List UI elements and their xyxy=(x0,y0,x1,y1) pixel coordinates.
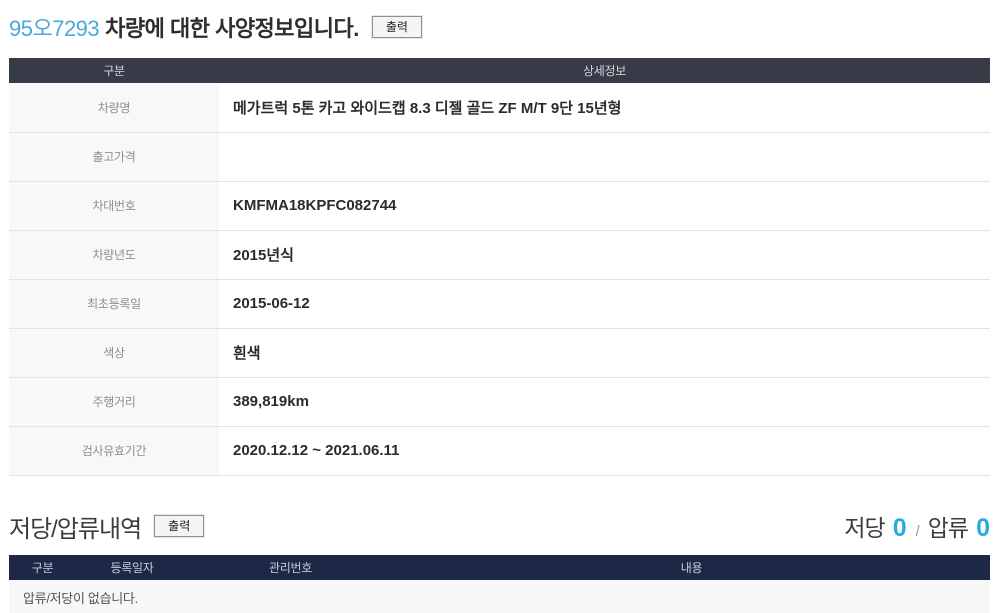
page-title-text: 차량에 대한 사양정보입니다. xyxy=(105,16,359,41)
table-row: 색상 흰색 xyxy=(9,328,990,378)
seizure-count: 0 xyxy=(976,514,990,542)
lien-header-mgmt-number: 관리번호 xyxy=(188,554,393,580)
lien-header-row: 구분 등록일자 관리번호 내용 xyxy=(9,554,990,580)
spec-value-model: 메가트럭 5톤 카고 와이드캡 8.3 디젤 골드 ZF M/T 9단 15년형 xyxy=(219,83,990,133)
lien-section-header: 저당/압류내역 출력 저당 0 / 압류 0 xyxy=(9,509,990,544)
table-row: 차대번호 KMFMA18KPFC082744 xyxy=(9,181,990,231)
table-row: 차량년도 2015년식 xyxy=(9,230,990,280)
spec-value-first-registration: 2015-06-12 xyxy=(219,279,990,329)
spec-value-inspection-period: 2020.12.12 ~ 2021.06.11 xyxy=(219,426,990,476)
lien-empty-row: 압류/저당이 없습니다. xyxy=(9,579,990,613)
lien-table: 구분 등록일자 관리번호 내용 압류/저당이 없습니다. xyxy=(9,554,990,613)
spec-label-factory-price: 출고가격 xyxy=(9,132,219,182)
spec-label-vin: 차대번호 xyxy=(9,181,219,231)
spec-label-model: 차량명 xyxy=(9,83,219,133)
vehicle-plate-number: 95오7293 xyxy=(9,16,100,41)
spec-value-color: 흰색 xyxy=(219,328,990,378)
table-row: 차량명 메가트럭 5톤 카고 와이드캡 8.3 디젤 골드 ZF M/T 9단 … xyxy=(9,83,990,133)
vehicle-spec-table: 구분 상세정보 차량명 메가트럭 5톤 카고 와이드캡 8.3 디젤 골드 ZF… xyxy=(9,58,990,476)
lien-empty-message: 압류/저당이 없습니다. xyxy=(9,579,990,613)
lien-header-content: 내용 xyxy=(393,554,990,580)
lien-section-title: 저당/압류내역 xyxy=(9,515,142,543)
table-row: 주행거리 389,819km xyxy=(9,377,990,427)
lien-header-category: 구분 xyxy=(9,554,76,580)
table-row: 최초등록일 2015-06-12 xyxy=(9,279,990,329)
spec-label-inspection-period: 검사유효기간 xyxy=(9,426,219,476)
print-lien-button[interactable]: 출력 xyxy=(153,514,206,538)
spec-value-model-year: 2015년식 xyxy=(219,230,990,280)
seizure-label: 압류 xyxy=(927,515,969,541)
lien-header-reg-date: 등록일자 xyxy=(76,554,188,580)
spec-label-model-year: 차량년도 xyxy=(9,230,219,280)
spec-label-first-registration: 최초등록일 xyxy=(9,279,219,329)
spec-label-mileage: 주행거리 xyxy=(9,377,219,427)
lien-summary: 저당 0 / 압류 0 xyxy=(844,509,990,543)
spec-header-category: 구분 xyxy=(9,58,219,83)
page-title: 95오7293 차량에 대한 사양정보입니다. 출력 xyxy=(9,11,990,43)
spec-value-factory-price xyxy=(219,132,990,182)
spec-value-mileage: 389,819km xyxy=(219,377,990,427)
table-row: 출고가격 xyxy=(9,132,990,182)
spec-header-row: 구분 상세정보 xyxy=(9,58,990,83)
print-spec-button[interactable]: 출력 xyxy=(370,15,423,39)
spec-value-vin: KMFMA18KPFC082744 xyxy=(219,181,990,231)
spec-label-color: 색상 xyxy=(9,328,219,378)
mortgage-label: 저당 xyxy=(844,515,885,541)
table-row: 검사유효기간 2020.12.12 ~ 2021.06.11 xyxy=(9,426,990,476)
summary-separator: / xyxy=(915,523,920,540)
mortgage-count: 0 xyxy=(892,514,907,542)
spec-header-detail: 상세정보 xyxy=(219,58,990,83)
page-content: 95오7293 차량에 대한 사양정보입니다. 출력 구분 상세정보 차량명 메… xyxy=(0,11,999,613)
